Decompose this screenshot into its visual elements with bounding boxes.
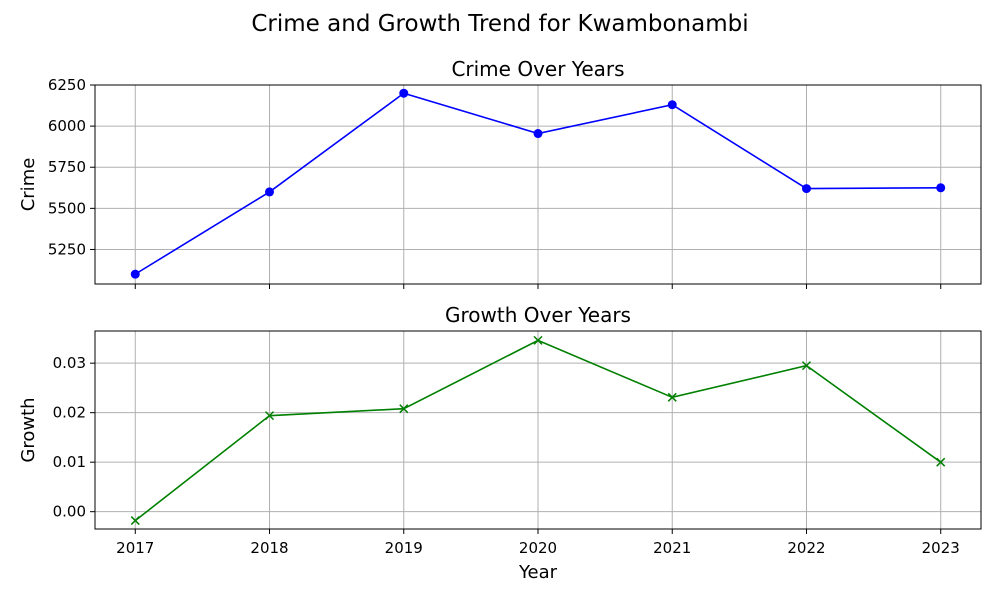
y-tick-label: 5750 [48, 158, 86, 176]
data-point [801, 361, 812, 371]
y-tick-label: 0.01 [53, 453, 86, 471]
data-point [130, 516, 140, 526]
subplot-1: 5250 5500 5750 6000 6250 Crime Over Years Crim… [18, 57, 982, 289]
y-tick-label: 0.02 [53, 404, 86, 422]
x-axis-label: Year [518, 562, 558, 583]
data-point [936, 457, 946, 467]
y-tick-label: 6250 [48, 76, 86, 94]
y-axis-label: Growth [18, 397, 39, 462]
x-tick-label: 2021 [653, 539, 691, 557]
data-point [801, 184, 811, 194]
y-tick-label: 0.00 [53, 503, 86, 521]
x-tick-label: 2020 [519, 539, 557, 557]
data-point [399, 404, 409, 414]
data-point [130, 269, 140, 279]
x-tick-label: 2017 [116, 539, 154, 557]
subplot-title: Crime Over Years [451, 57, 624, 81]
x-tick-label: 2022 [787, 539, 825, 557]
data-point [533, 129, 543, 139]
data-point [667, 392, 677, 402]
y-tick-label: 6000 [48, 117, 86, 135]
y-axis-label: Crime [18, 158, 39, 212]
data-point [265, 187, 275, 197]
plots-container: 5250 5500 5750 6000 6250 Crime Over Years Crim… [18, 57, 982, 583]
data-point [264, 411, 275, 421]
subplot-title: Growth Over Years [445, 303, 631, 327]
data-point [936, 183, 946, 193]
figure-title: Crime and Growth Trend for Kwambonambi [251, 11, 748, 37]
axes-frame [94, 84, 982, 285]
x-tick-label: 2018 [250, 539, 288, 557]
axes-frame [94, 330, 982, 530]
data-point [533, 335, 543, 345]
x-tick-label: 2023 [922, 539, 960, 557]
data-point [399, 88, 409, 98]
y-tick-label: 5250 [48, 240, 86, 258]
y-tick-label: 0.03 [53, 354, 86, 372]
data-point [667, 100, 677, 110]
x-tick-label: 2019 [385, 539, 423, 557]
y-tick-label: 5500 [48, 199, 86, 217]
subplot-2: 2017 2018 2019 2020 2021 2022 2023 0.00 0.01 0.02… [18, 303, 982, 583]
